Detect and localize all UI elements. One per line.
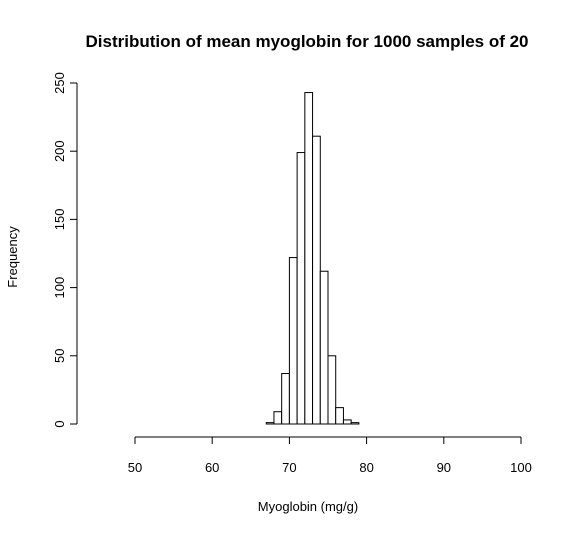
x-axis-label: Myoglobin (mg/g) xyxy=(258,499,358,514)
histogram-bar xyxy=(265,422,275,425)
y-tick-label: 250 xyxy=(52,72,67,94)
y-axis: 0 50 100 150 200 250 xyxy=(52,72,78,428)
histogram-bar xyxy=(273,411,283,425)
histogram-bar xyxy=(296,152,306,425)
histogram-bar xyxy=(350,422,360,425)
y-tick-label: 50 xyxy=(52,349,67,363)
histogram-bar xyxy=(304,92,314,425)
y-tick-label: 0 xyxy=(52,420,67,427)
x-axis: 50 60 70 80 90 100 xyxy=(128,436,532,475)
x-tick-label: 70 xyxy=(282,460,296,475)
x-tick-label: 100 xyxy=(510,460,532,475)
y-tick-label: 200 xyxy=(52,140,67,162)
y-tick-label: 150 xyxy=(52,209,67,231)
y-axis-label: Frequency xyxy=(5,226,20,288)
y-tick-label: 100 xyxy=(52,277,67,299)
histogram-bar xyxy=(335,407,344,425)
chart-title: Distribution of mean myoglobin for 1000 … xyxy=(85,32,528,51)
x-tick-label: 50 xyxy=(128,460,142,475)
histogram-bar xyxy=(342,419,352,425)
x-tick-label: 80 xyxy=(359,460,373,475)
histogram-bar xyxy=(312,135,321,425)
bars-group xyxy=(265,92,360,425)
histogram-bar xyxy=(281,373,290,425)
x-tick-label: 60 xyxy=(205,460,219,475)
histogram-bar xyxy=(288,257,298,425)
histogram-bar xyxy=(319,270,329,425)
histogram-bar xyxy=(327,355,337,425)
x-tick-label: 90 xyxy=(437,460,451,475)
